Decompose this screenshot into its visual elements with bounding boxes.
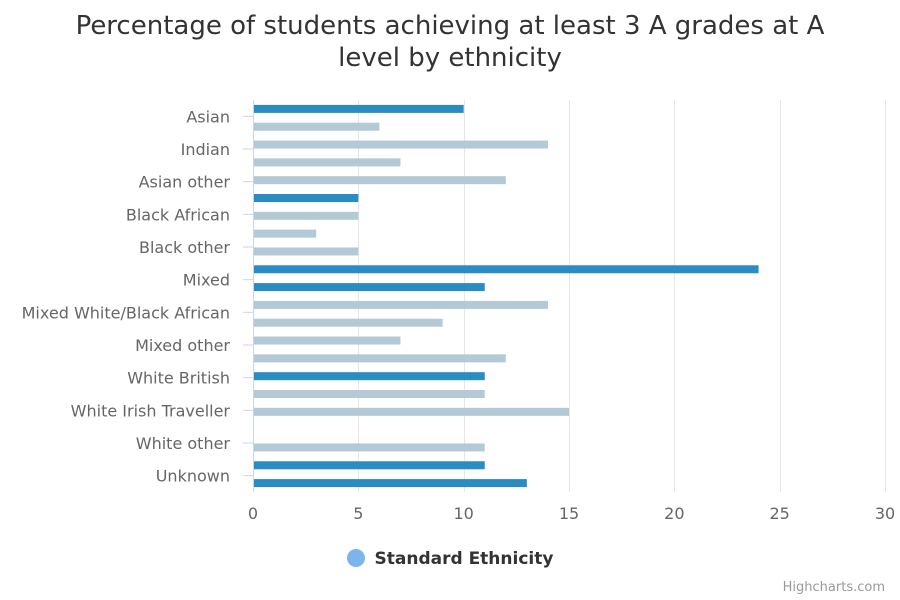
category-label: White Irish Traveller bbox=[71, 401, 231, 420]
bar[interactable] bbox=[253, 461, 485, 470]
bar[interactable] bbox=[253, 122, 380, 131]
bar[interactable] bbox=[253, 211, 359, 220]
bar[interactable] bbox=[253, 407, 569, 416]
chart-title: Percentage of students achieving at leas… bbox=[0, 10, 900, 74]
category-label: Mixed bbox=[183, 271, 230, 290]
bar[interactable] bbox=[253, 176, 506, 185]
category-label: Indian bbox=[181, 140, 230, 159]
legend-dot-icon bbox=[346, 549, 365, 567]
bar[interactable] bbox=[253, 247, 359, 256]
bar[interactable] bbox=[253, 265, 759, 274]
category-labels: Asian Indian Asian other Black African Black… bbox=[22, 107, 231, 485]
category-label: Mixed White/Black African bbox=[22, 303, 230, 322]
chart-title-line-2: level by ethnicity bbox=[338, 43, 562, 73]
y-axis bbox=[243, 100, 254, 492]
x-tick-label: 0 bbox=[248, 504, 258, 523]
category-label: Black other bbox=[139, 238, 230, 257]
category-label: Asian other bbox=[139, 173, 231, 192]
legend-label: Standard Ethnicity bbox=[374, 549, 554, 569]
bar[interactable] bbox=[253, 194, 359, 202]
grid-lines bbox=[358, 100, 886, 492]
x-tick-label: 5 bbox=[353, 504, 363, 523]
x-tick-label: 10 bbox=[453, 504, 473, 523]
category-label: Mixed other bbox=[135, 336, 230, 355]
category-label: White British bbox=[127, 369, 230, 388]
bar[interactable] bbox=[253, 300, 548, 309]
x-tick-label: 20 bbox=[664, 504, 684, 523]
bar[interactable] bbox=[253, 158, 401, 167]
category-label: Asian bbox=[186, 107, 230, 126]
bar[interactable] bbox=[253, 229, 317, 238]
x-tick-label: 30 bbox=[875, 504, 895, 523]
legend[interactable]: Standard Ethnicity bbox=[0, 549, 900, 569]
bar[interactable] bbox=[253, 479, 527, 488]
bar[interactable] bbox=[253, 283, 485, 292]
category-label: Black African bbox=[126, 205, 230, 224]
bar[interactable] bbox=[253, 140, 548, 149]
chart-title-line-1: Percentage of students achieving at leas… bbox=[75, 11, 825, 41]
bar[interactable] bbox=[253, 318, 443, 327]
bar[interactable] bbox=[253, 372, 485, 381]
category-label: White other bbox=[136, 434, 231, 453]
x-tick-label: 15 bbox=[559, 504, 579, 523]
bars bbox=[253, 104, 759, 488]
x-tick-label: 25 bbox=[769, 504, 789, 523]
bar[interactable] bbox=[253, 390, 485, 398]
bar[interactable] bbox=[253, 104, 464, 113]
bar[interactable] bbox=[253, 443, 485, 452]
x-axis-ticks: 0 5 10 15 20 25 30 bbox=[248, 504, 895, 523]
bar[interactable] bbox=[253, 354, 506, 363]
credits-link[interactable]: Highcharts.com bbox=[782, 580, 885, 595]
bar[interactable] bbox=[253, 336, 401, 345]
category-label: Unknown bbox=[156, 467, 230, 486]
